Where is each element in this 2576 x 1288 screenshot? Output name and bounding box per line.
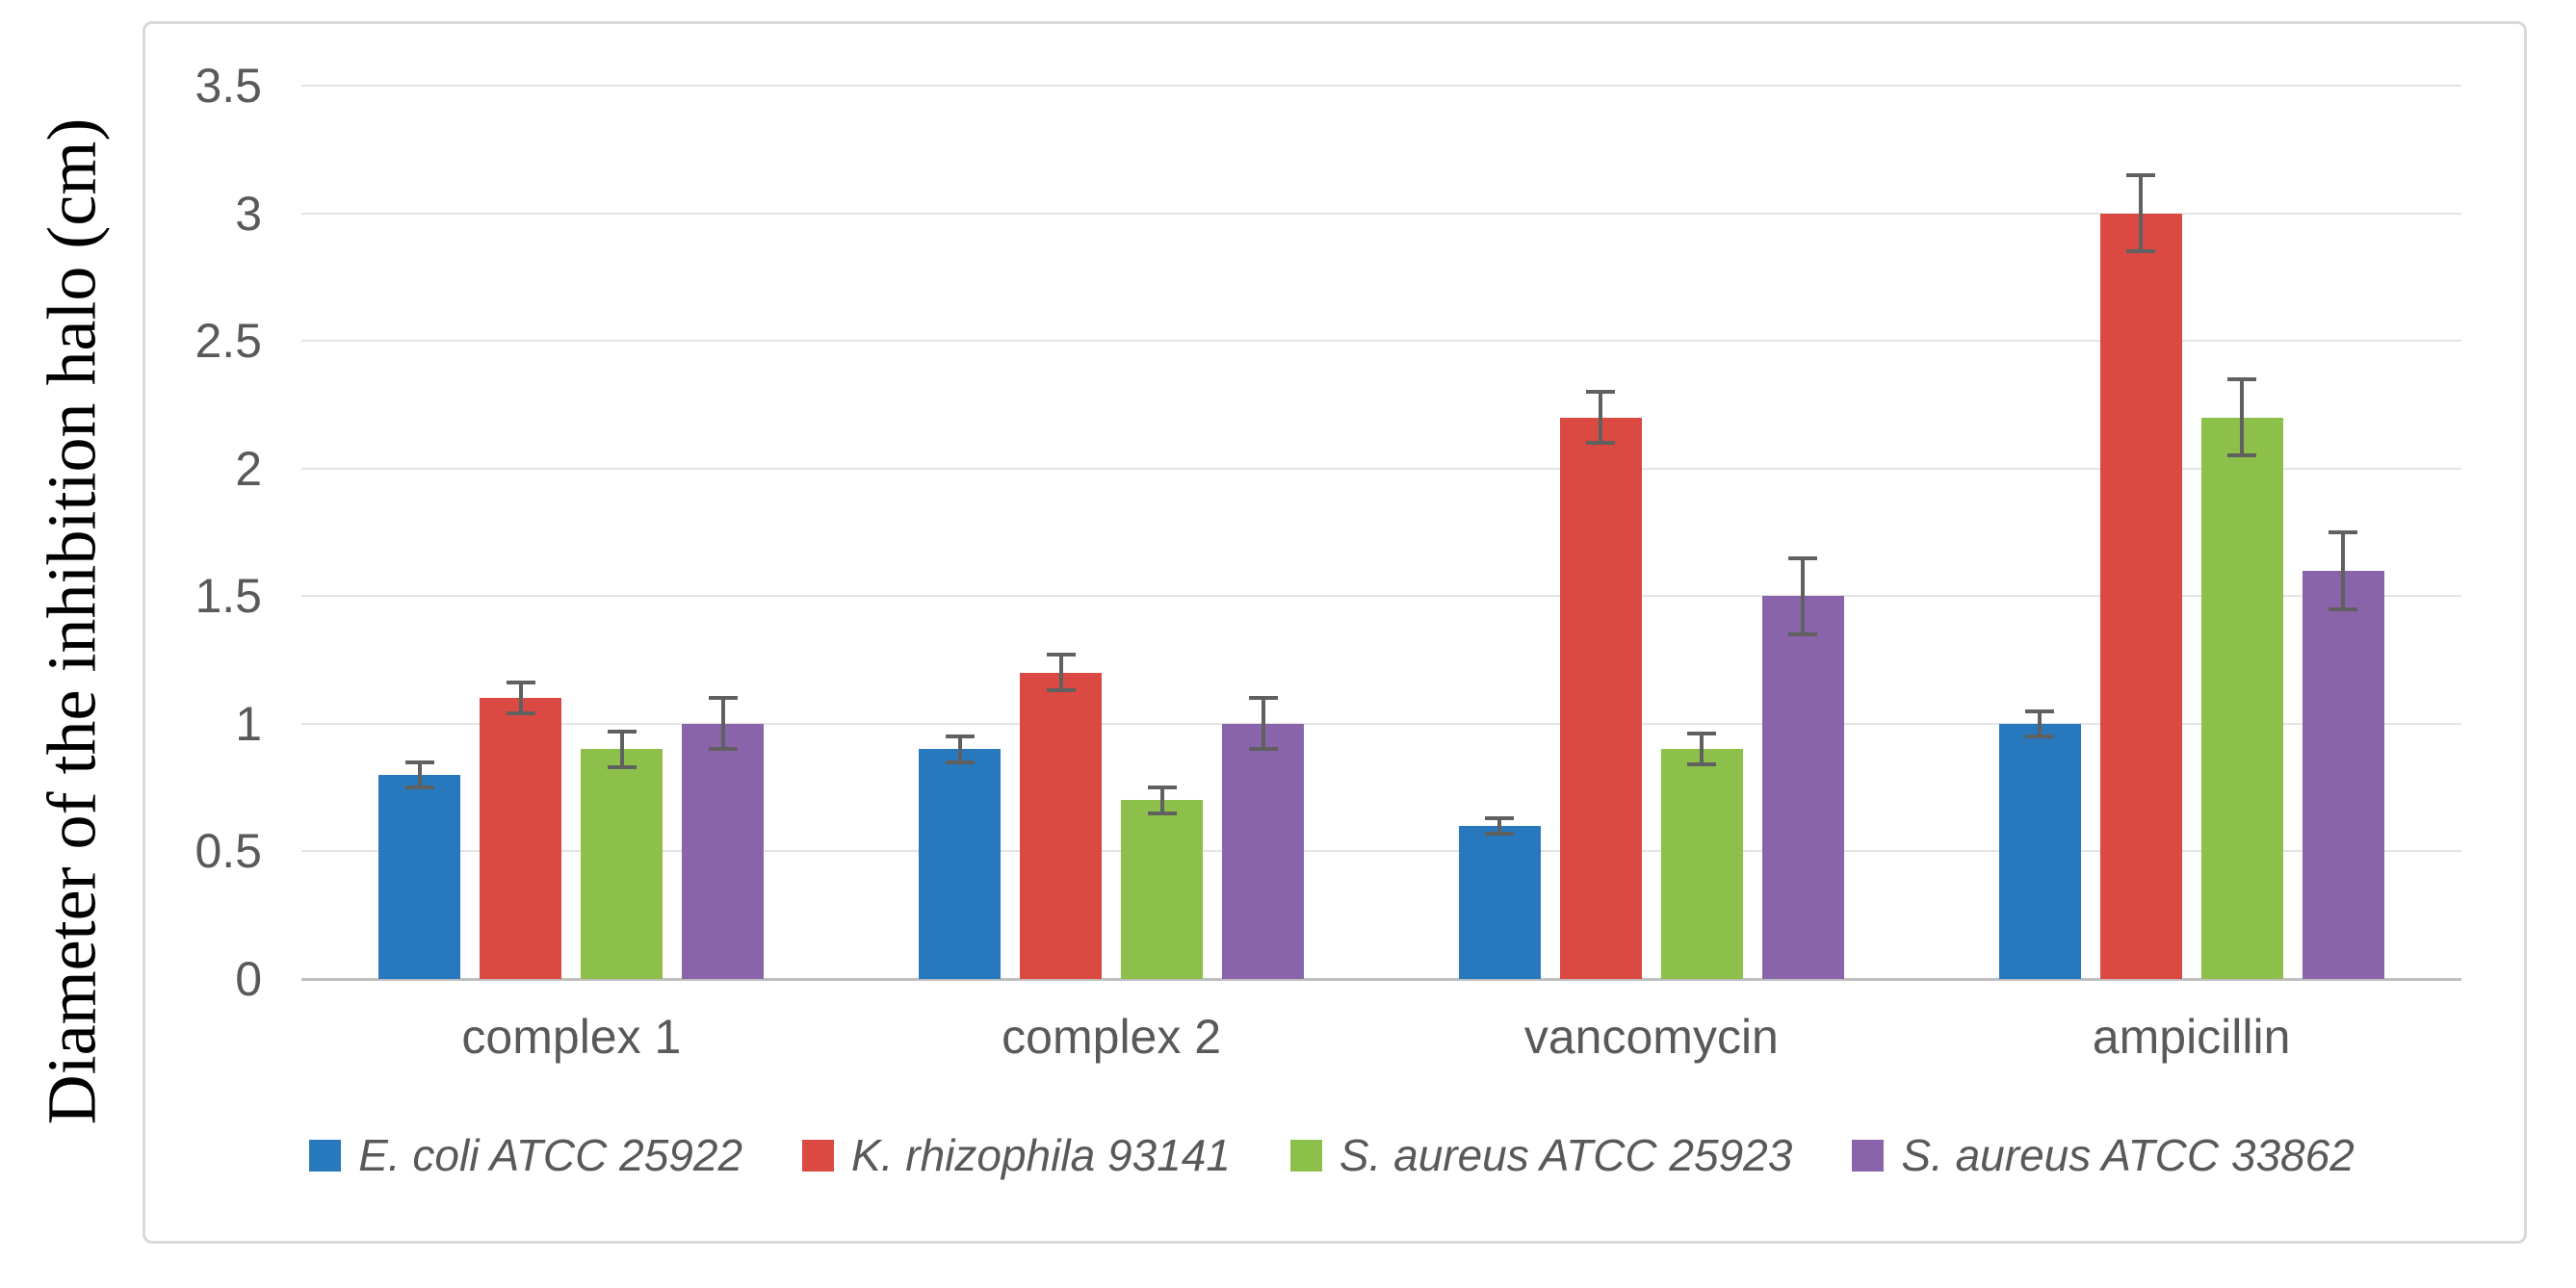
- legend-marker: [802, 1139, 835, 1172]
- bar: [378, 774, 461, 979]
- category-label: ampicillin: [2092, 1010, 2291, 1064]
- gridline: [301, 85, 2461, 87]
- bar: [1020, 672, 1103, 979]
- error-bar-cap: [2329, 530, 2358, 534]
- error-bar-cap: [1485, 815, 1515, 820]
- error-bar-cap: [607, 729, 637, 734]
- gridline: [301, 467, 2461, 470]
- y-tick-label: 1: [235, 696, 262, 751]
- legend-item: S. aureus ATCC 25923: [1289, 1129, 1793, 1181]
- bar: [1998, 723, 2081, 979]
- error-bar-cap: [2126, 249, 2156, 254]
- legend-label: E. coli ATCC 25922: [358, 1130, 743, 1180]
- error-bar-line: [2341, 532, 2346, 609]
- error-bar-line: [1159, 787, 1164, 813]
- y-tick-label: 0.5: [195, 824, 262, 879]
- error-bar-line: [957, 736, 962, 762]
- error-bar-cap: [708, 747, 738, 752]
- error-bar-cap: [2227, 453, 2257, 458]
- error-bar-cap: [1046, 688, 1076, 693]
- error-bar-line: [1599, 392, 1603, 444]
- error-bar-cap: [1586, 390, 1616, 395]
- error-bar-line: [417, 761, 422, 788]
- bar: [919, 749, 1002, 979]
- error-bar-cap: [607, 764, 637, 769]
- bar: [1222, 723, 1305, 979]
- bar: [2200, 417, 2283, 979]
- error-bar-cap: [2227, 376, 2257, 381]
- error-bar-cap: [506, 681, 535, 685]
- category-label: complex 1: [461, 1010, 682, 1064]
- bar: [1761, 596, 1844, 979]
- error-bar-cap: [1788, 632, 1818, 637]
- legend-label: K. rhizophila 93141: [851, 1130, 1231, 1180]
- error-bar-cap: [945, 734, 975, 739]
- y-tick-label: 1.5: [195, 569, 262, 624]
- gridline: [301, 212, 2461, 215]
- category-label: complex 2: [1002, 1010, 1222, 1064]
- error-bar-cap: [2126, 172, 2156, 177]
- error-bar-cap: [1687, 732, 1717, 736]
- error-bar-cap: [2329, 606, 2358, 611]
- bar: [581, 749, 664, 979]
- error-bar-line: [518, 683, 523, 714]
- legend-marker: [1852, 1139, 1885, 1172]
- gridline: [301, 595, 2461, 598]
- error-bar-cap: [1788, 555, 1818, 560]
- error-bar-cap: [1248, 747, 1278, 752]
- error-bar-cap: [506, 711, 535, 716]
- error-bar-line: [2038, 710, 2043, 737]
- error-bar-cap: [1687, 762, 1717, 767]
- error-bar-cap: [945, 760, 975, 764]
- error-bar-line: [1261, 698, 1265, 750]
- legend-item: S. aureus ATCC 33862: [1852, 1129, 2355, 1181]
- error-bar-cap: [404, 786, 434, 790]
- error-bar-line: [720, 698, 725, 750]
- legend-label: S. aureus ATCC 33862: [1901, 1130, 2355, 1180]
- gridline: [301, 340, 2461, 343]
- error-bar-line: [1058, 655, 1063, 691]
- error-bar-line: [1497, 817, 1502, 834]
- error-bar-line: [1801, 557, 1806, 635]
- error-bar-cap: [1586, 441, 1616, 446]
- error-bar-cap: [1147, 786, 1177, 790]
- bar: [1559, 417, 1642, 979]
- error-bar-cap: [2025, 708, 2055, 713]
- error-bar-cap: [2025, 734, 2055, 739]
- legend-label: S. aureus ATCC 25923: [1339, 1130, 1793, 1180]
- gridline: [301, 850, 2461, 853]
- y-tick-label: 2: [235, 441, 262, 496]
- error-bar-cap: [1147, 811, 1177, 815]
- bar: [480, 698, 562, 979]
- bar: [2099, 213, 2182, 979]
- legend-item: K. rhizophila 93141: [802, 1129, 1231, 1181]
- y-tick-label: 2.5: [195, 314, 262, 369]
- legend: E. coli ATCC 25922 K. rhizophila 93141 S. …: [143, 1117, 2521, 1194]
- error-bar-cap: [404, 760, 434, 764]
- error-bar-cap: [1485, 831, 1515, 836]
- legend-marker: [1289, 1139, 1322, 1172]
- gridline: [301, 722, 2461, 725]
- error-bar-line: [1700, 734, 1704, 765]
- legend-marker: [309, 1139, 342, 1172]
- x-axis-line: [301, 977, 2461, 981]
- legend-item: E. coli ATCC 25922: [309, 1129, 742, 1181]
- bar: [1660, 749, 1743, 979]
- error-bar-cap: [1248, 696, 1278, 701]
- y-tick-label: 3: [235, 186, 262, 241]
- error-bar-line: [2139, 174, 2144, 252]
- bar: [682, 723, 765, 979]
- error-bar-cap: [708, 696, 738, 701]
- y-tick-label: 0: [235, 952, 262, 1006]
- error-bar-line: [619, 731, 624, 767]
- bar: [2302, 570, 2384, 979]
- category-label: vancomycin: [1523, 1010, 1779, 1064]
- bar: [1458, 825, 1541, 979]
- error-bar-line: [2240, 378, 2245, 456]
- y-tick-label: 3.5: [195, 59, 262, 113]
- bar: [1121, 800, 1204, 979]
- error-bar-cap: [1046, 653, 1076, 657]
